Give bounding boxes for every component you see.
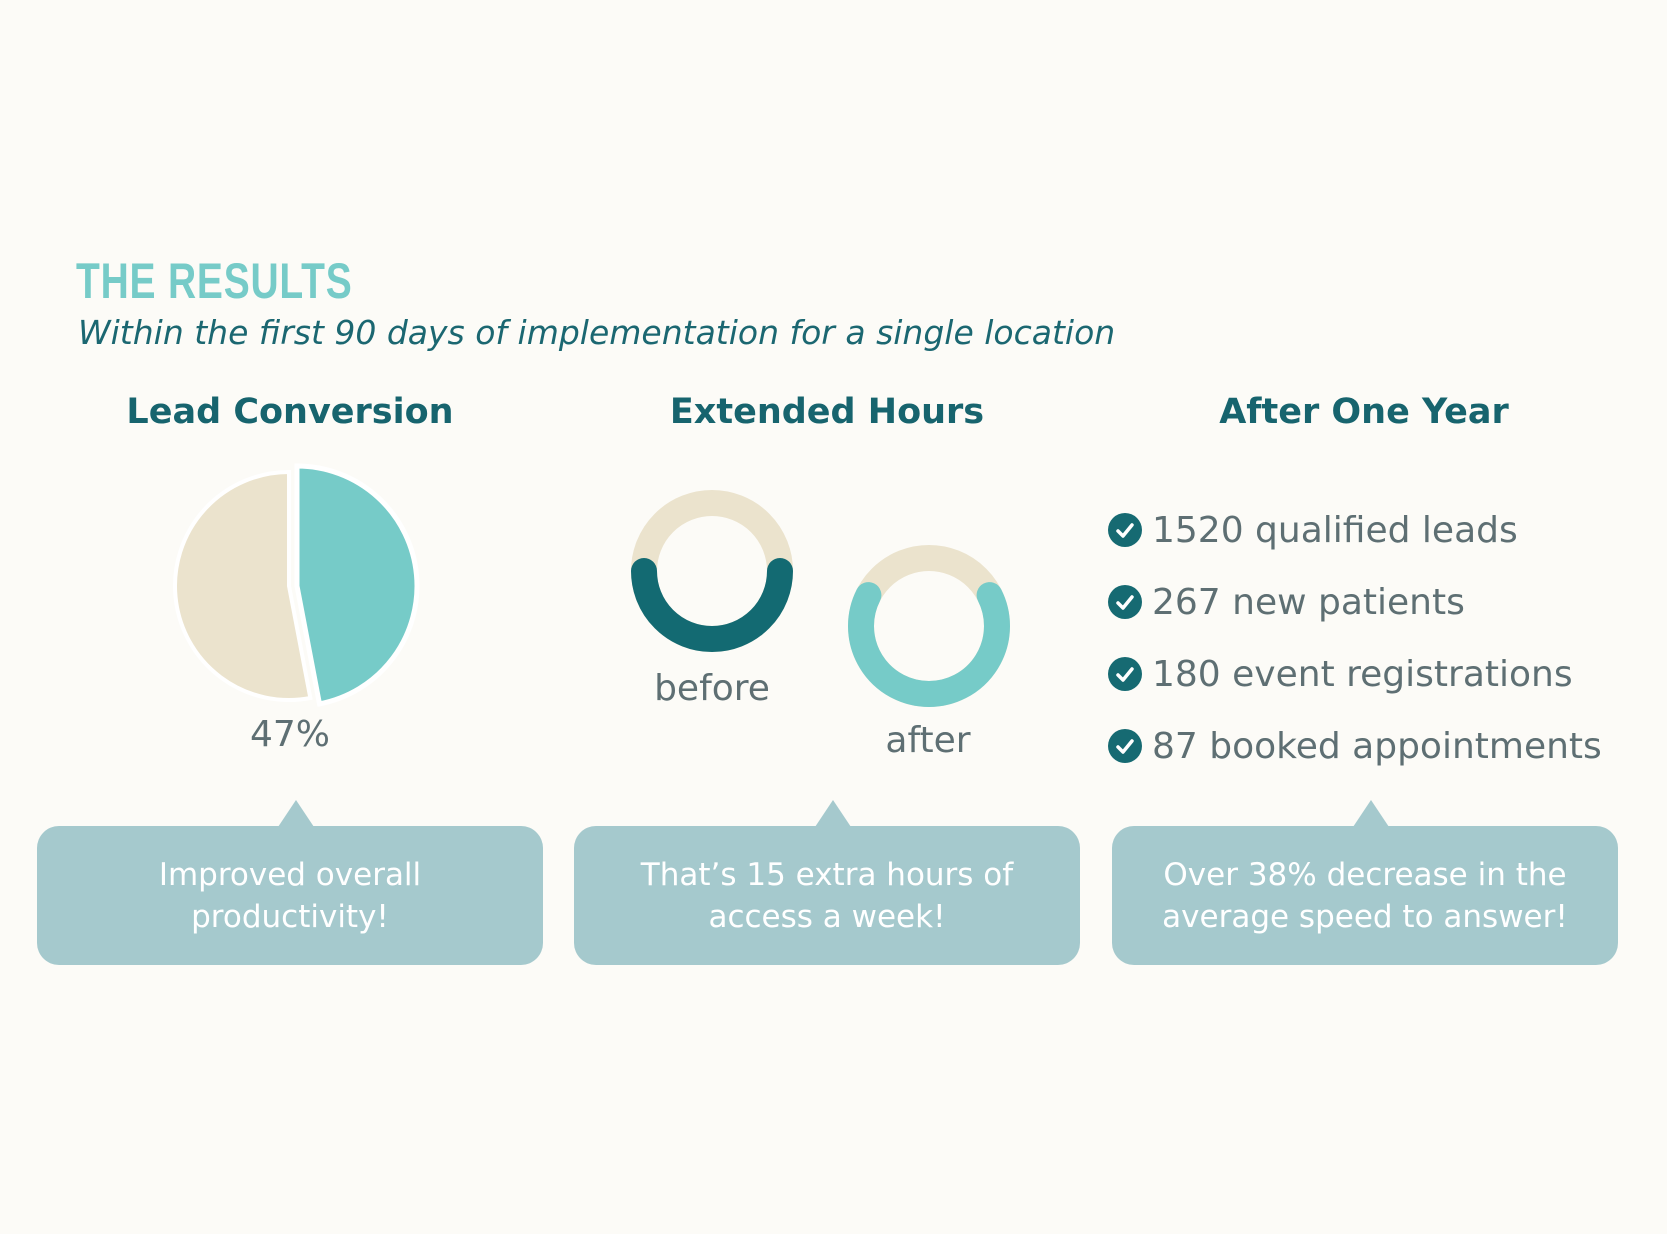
pie-slice-remainder <box>173 469 313 702</box>
page-title: THE RESULTS <box>76 253 353 309</box>
callout-text: Improved overall productivity! <box>158 856 422 935</box>
list-item: 267 new patients <box>1108 566 1602 638</box>
after-label: after <box>885 720 971 761</box>
stat-label: 180 event registrations <box>1152 653 1573 695</box>
list-item: 180 event registrations <box>1108 638 1602 710</box>
callout-text: That’s 15 extra hours of access a week! <box>640 856 1014 935</box>
lead-conversion-heading: Lead Conversion <box>126 392 454 432</box>
check-circle-icon <box>1108 585 1142 619</box>
after-one-year-callout: Over 38% decrease in the average speed t… <box>1112 800 1618 965</box>
after-one-year-heading: After One Year <box>1219 392 1509 432</box>
list-item: 1520 qualified leads <box>1108 494 1602 566</box>
extended-hours-callout: That’s 15 extra hours of access a week! <box>574 800 1080 965</box>
check-circle-icon <box>1108 513 1142 547</box>
list-item: 87 booked appointments <box>1108 710 1602 782</box>
lead-conversion-percent: 47% <box>249 714 330 755</box>
after-donut <box>848 545 1010 707</box>
stat-label: 267 new patients <box>1152 581 1465 623</box>
stat-label: 1520 qualified leads <box>1152 509 1518 551</box>
lead-conversion-pie <box>173 463 420 707</box>
after-donut-arc <box>848 582 1010 707</box>
callout-text: Over 38% decrease in the average speed t… <box>1162 856 1568 935</box>
before-donut <box>631 490 793 652</box>
before-label: before <box>654 668 770 709</box>
extended-hours-heading: Extended Hours <box>669 392 985 432</box>
page-subtitle: Within the first 90 days of implementati… <box>78 313 1116 352</box>
check-circle-icon <box>1108 729 1142 763</box>
stat-label: 87 booked appointments <box>1152 725 1602 767</box>
check-circle-icon <box>1108 657 1142 691</box>
pie-slice-conversion <box>294 463 420 707</box>
lead-conversion-callout: Improved overall productivity! <box>37 800 543 965</box>
after-one-year-list: 1520 qualified leads 267 new patients 18… <box>1108 494 1602 782</box>
before-donut-arc <box>631 558 793 652</box>
